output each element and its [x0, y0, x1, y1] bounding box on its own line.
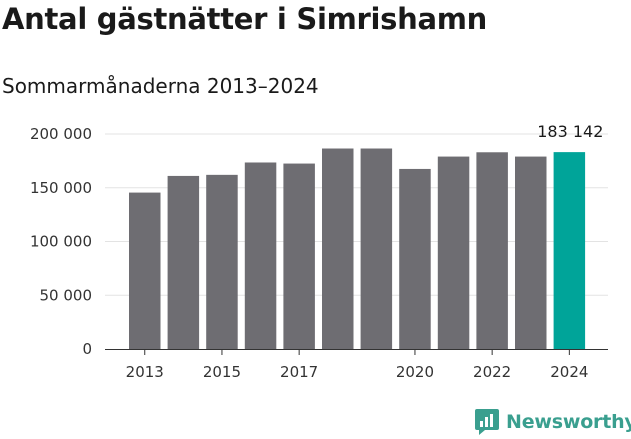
chart-subtitle: Sommarmånaderna 2013–2024 — [2, 74, 319, 98]
chart-title: Antal gästnätter i Simrishamn — [2, 2, 487, 36]
newsworthy-icon — [475, 409, 499, 435]
bar — [206, 174, 238, 349]
bar — [244, 162, 277, 349]
bar — [437, 156, 470, 349]
x-tick-label: 2020 — [396, 363, 434, 381]
bar — [283, 163, 315, 349]
bar-chart: 0 50 000 100 000 150 000 200 000 2013 2015 2017… — [30, 122, 608, 381]
x-tick-label: 2024 — [550, 363, 588, 381]
bar — [322, 148, 354, 349]
x-tick-label: 2013 — [126, 363, 164, 381]
bar — [476, 152, 508, 349]
bar — [129, 192, 161, 349]
y-tick-label: 0 — [82, 340, 92, 358]
x-tick-label: 2015 — [203, 363, 241, 381]
bar — [515, 156, 547, 349]
y-tick-label: 100 000 — [30, 233, 92, 251]
bar — [553, 152, 586, 349]
y-tick-label: 200 000 — [30, 125, 92, 143]
bar — [399, 168, 431, 349]
brand-logo: Newsworthy — [474, 406, 631, 438]
bar — [167, 175, 200, 349]
bar — [360, 148, 393, 349]
brand-name: Newsworthy — [506, 411, 631, 433]
x-tick-label: 2017 — [280, 363, 318, 381]
y-tick-label: 50 000 — [40, 286, 93, 304]
x-tick-label: 2022 — [473, 363, 511, 381]
y-tick-label: 150 000 — [30, 179, 92, 197]
data-label: 183 142 — [537, 122, 603, 141]
